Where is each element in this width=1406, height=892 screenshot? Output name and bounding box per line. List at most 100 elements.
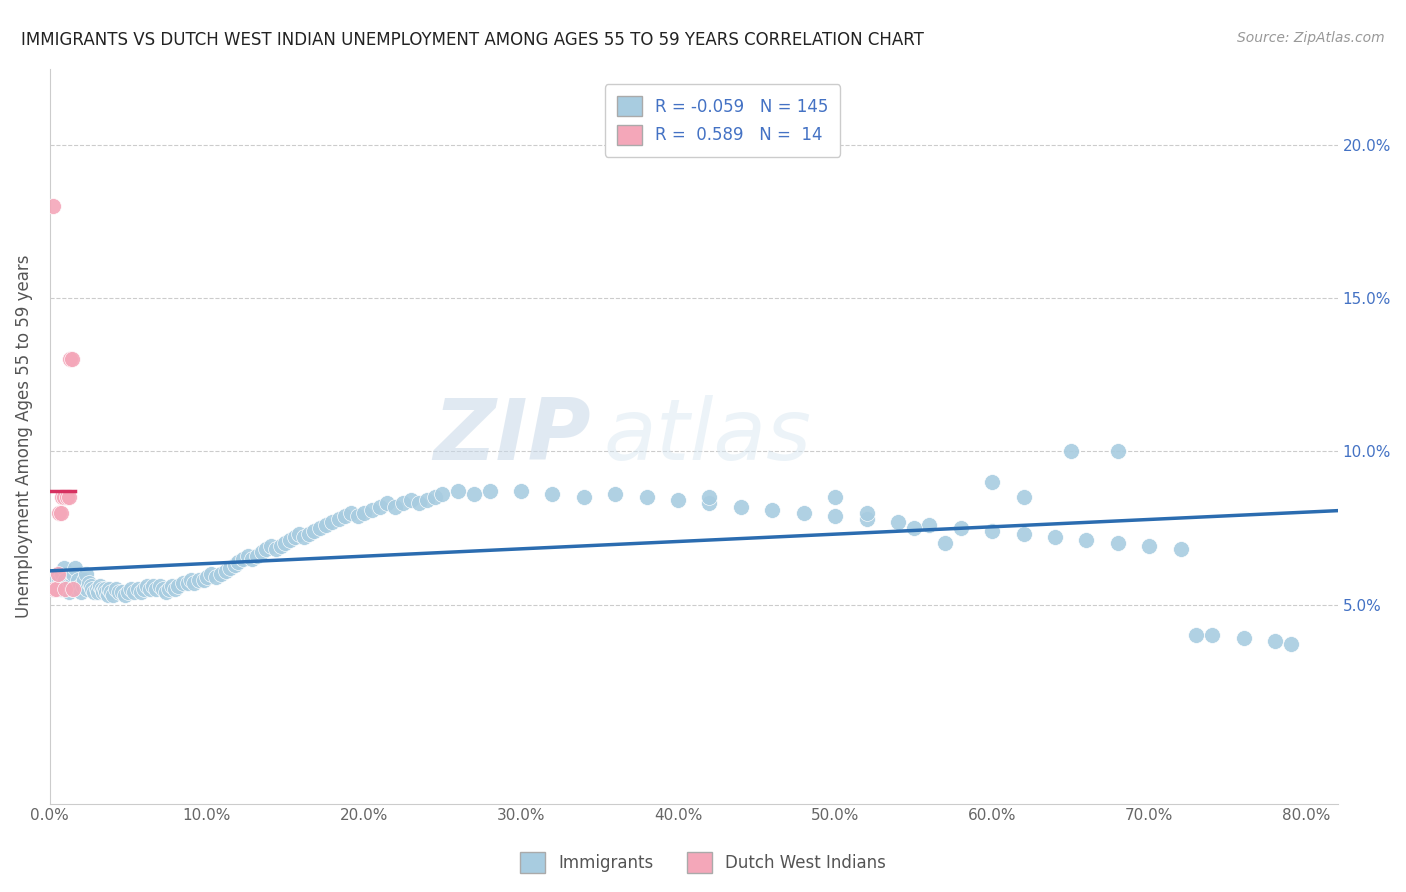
Point xyxy=(209,566,232,581)
Point xyxy=(177,576,200,591)
Text: atlas: atlas xyxy=(603,394,811,477)
Point xyxy=(59,352,82,367)
Point xyxy=(101,588,124,602)
Point xyxy=(298,527,321,541)
Point xyxy=(111,585,134,599)
Point xyxy=(949,521,972,535)
Point xyxy=(100,585,122,599)
Point xyxy=(699,496,721,510)
Point xyxy=(65,582,87,597)
Point xyxy=(89,579,111,593)
Point xyxy=(541,487,564,501)
Point xyxy=(49,582,72,597)
Point xyxy=(77,576,100,591)
Point xyxy=(96,585,118,599)
Point xyxy=(73,573,96,587)
Point xyxy=(79,579,101,593)
Point xyxy=(264,542,287,557)
Point xyxy=(62,566,84,581)
Point xyxy=(328,512,350,526)
Point xyxy=(97,588,120,602)
Point xyxy=(224,558,246,572)
Point xyxy=(62,582,84,597)
Point xyxy=(200,566,222,581)
Point xyxy=(56,491,79,505)
Point xyxy=(934,536,956,550)
Point xyxy=(51,491,73,505)
Point xyxy=(1279,637,1302,651)
Point xyxy=(51,566,73,581)
Point xyxy=(278,533,301,548)
Point xyxy=(478,484,501,499)
Point xyxy=(981,524,1004,538)
Point xyxy=(46,566,69,581)
Point xyxy=(226,555,249,569)
Point xyxy=(120,582,142,597)
Point xyxy=(142,579,165,593)
Point xyxy=(46,566,69,581)
Point xyxy=(284,530,307,544)
Point xyxy=(432,487,454,501)
Point xyxy=(246,549,269,563)
Point xyxy=(60,582,83,597)
Point xyxy=(666,493,689,508)
Point xyxy=(1043,530,1066,544)
Point xyxy=(572,491,595,505)
Point xyxy=(195,570,218,584)
Point xyxy=(205,570,228,584)
Point xyxy=(83,585,105,599)
Point xyxy=(346,508,368,523)
Point xyxy=(1076,533,1098,548)
Point xyxy=(45,573,67,587)
Legend: R = -0.059   N = 145, R =  0.589   N =  14: R = -0.059 N = 145, R = 0.589 N = 14 xyxy=(605,84,839,156)
Point xyxy=(315,517,337,532)
Point xyxy=(183,576,205,591)
Point xyxy=(509,484,531,499)
Text: Source: ZipAtlas.com: Source: ZipAtlas.com xyxy=(1237,31,1385,45)
Point xyxy=(730,500,752,514)
Point xyxy=(1137,539,1160,553)
Point xyxy=(1232,631,1254,645)
Point xyxy=(256,542,278,557)
Point xyxy=(824,508,846,523)
Point xyxy=(72,579,94,593)
Point xyxy=(187,573,209,587)
Point xyxy=(761,502,783,516)
Point xyxy=(408,496,430,510)
Point xyxy=(321,515,343,529)
Point xyxy=(152,582,174,597)
Point xyxy=(214,564,236,578)
Point xyxy=(180,573,202,587)
Point xyxy=(384,500,406,514)
Point xyxy=(44,582,66,597)
Point xyxy=(793,506,815,520)
Point xyxy=(58,491,80,505)
Point xyxy=(52,491,75,505)
Point xyxy=(172,576,194,591)
Point xyxy=(605,487,627,501)
Point xyxy=(48,506,70,520)
Point xyxy=(139,582,162,597)
Point xyxy=(399,493,422,508)
Point xyxy=(1201,628,1223,642)
Point xyxy=(49,506,72,520)
Point xyxy=(93,582,115,597)
Point xyxy=(160,579,183,593)
Point xyxy=(132,582,155,597)
Point xyxy=(75,566,97,581)
Point xyxy=(70,585,93,599)
Point xyxy=(104,582,127,597)
Point xyxy=(149,579,172,593)
Point xyxy=(193,573,215,587)
Y-axis label: Unemployment Among Ages 55 to 59 years: Unemployment Among Ages 55 to 59 years xyxy=(15,254,32,618)
Point xyxy=(56,579,79,593)
Point xyxy=(340,506,363,520)
Point xyxy=(981,475,1004,489)
Point xyxy=(415,493,437,508)
Point xyxy=(98,582,121,597)
Point xyxy=(53,582,76,597)
Point xyxy=(129,585,152,599)
Point xyxy=(58,585,80,599)
Point xyxy=(117,585,139,599)
Point xyxy=(52,561,75,575)
